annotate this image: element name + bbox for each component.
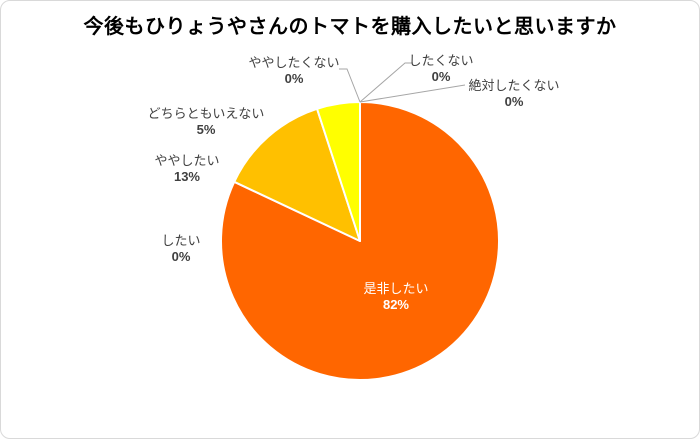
label-leader-line (339, 68, 361, 103)
chart-title: 今後もひりょうやさんのトマトを購入したいと思いますか (83, 16, 617, 38)
pie-slice-0 (220, 101, 500, 381)
label-leader-line (359, 84, 466, 103)
pie-slice-2 (233, 107, 361, 242)
label-leader-line (359, 62, 413, 103)
